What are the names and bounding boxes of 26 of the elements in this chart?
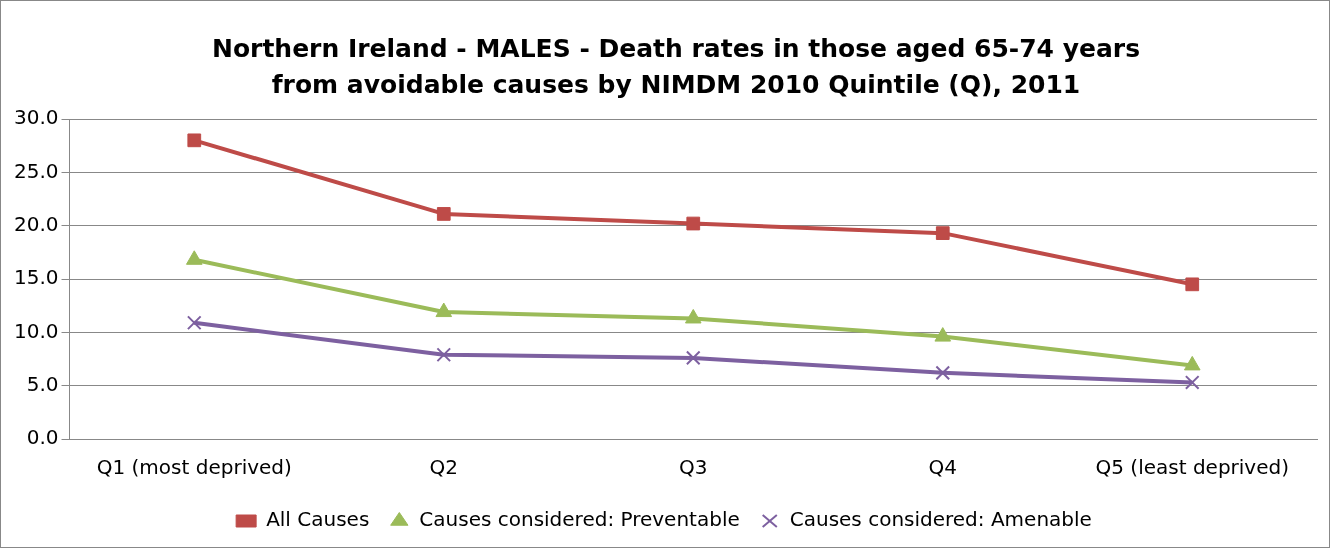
point xyxy=(935,226,950,240)
y-tick-label: 15.0 xyxy=(14,265,59,290)
y-tick-label: 5.0 xyxy=(26,371,59,396)
point xyxy=(186,315,202,331)
chart-title: Northern Ireland - MALES - Death rates in those aged 65-74 years from avoidable causes by NIMDM 2010 Quintile (Q), 2011 xyxy=(210,33,1142,101)
legend-label: Causes considered: Preventable xyxy=(419,507,740,532)
legend-label: Causes considered: Amenable xyxy=(789,507,1092,532)
point xyxy=(436,207,451,221)
y-tick-label: 0.0 xyxy=(26,425,59,450)
y-tick-label: 10.0 xyxy=(14,318,59,343)
y-tick-label: 25.0 xyxy=(14,158,59,183)
point xyxy=(187,133,202,148)
point xyxy=(1185,277,1200,292)
point xyxy=(935,365,951,381)
point xyxy=(685,350,701,366)
x-tick-label: Q5 (least deprived) xyxy=(1095,455,1289,480)
point xyxy=(1184,375,1200,390)
x-tick-label: Q3 xyxy=(679,455,708,480)
point xyxy=(436,347,452,363)
y-tick-label: 30.0 xyxy=(14,105,59,130)
x-tick-label: Q1 (most deprived) xyxy=(96,455,292,480)
point xyxy=(686,216,701,231)
legend-label: All Causes xyxy=(266,507,370,532)
x-tick-label: Q2 xyxy=(429,455,459,480)
y-tick-label: 20.0 xyxy=(14,211,59,236)
x-tick-label: Q4 xyxy=(928,455,957,480)
